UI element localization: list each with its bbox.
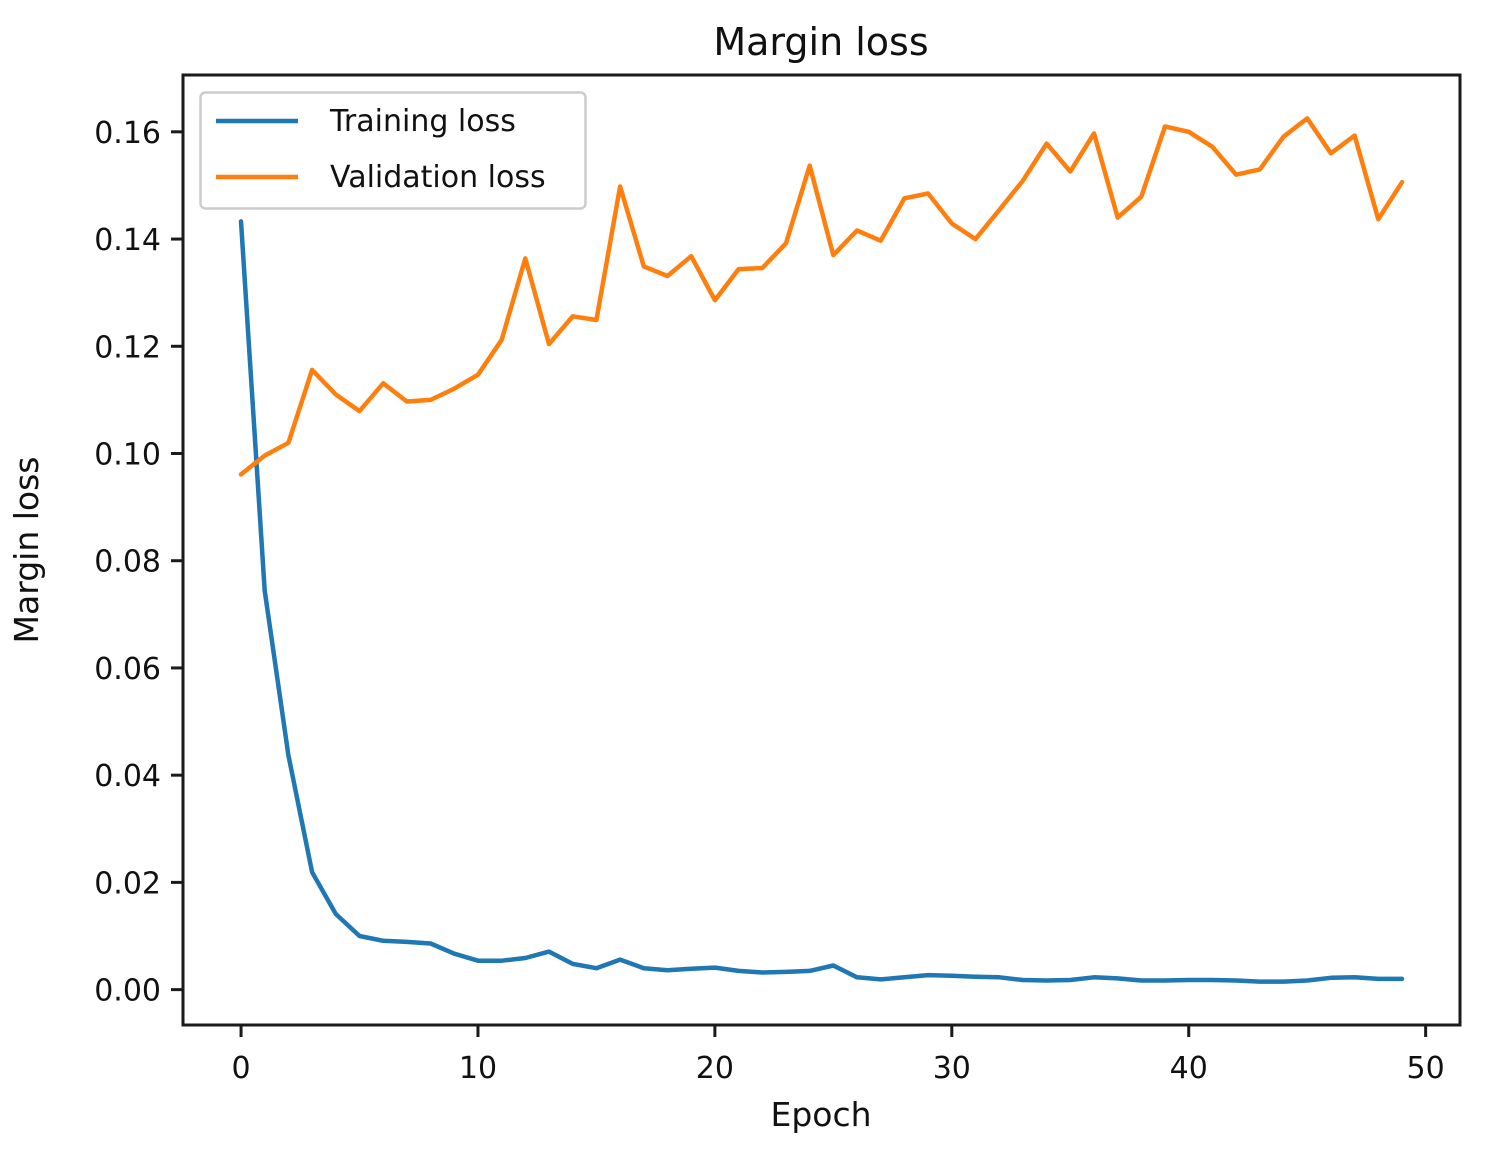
legend-label-validation-loss: Validation loss [330,160,546,195]
x-axis-ticks: 0 10 20 30 40 50 [231,1025,1445,1086]
y-tick-label: 0.00 [94,974,161,1009]
y-tick-label: 0.06 [94,652,161,687]
y-tick-label: 0.10 [94,437,161,472]
series-lines [238,116,1405,984]
x-tick-label: 10 [459,1051,497,1086]
validation-loss-line [238,116,1405,477]
x-axis-label: Epoch [770,1095,871,1134]
x-tick-label: 30 [933,1051,971,1086]
y-tick-label: 0.08 [94,545,161,580]
y-axis-ticks: 0.00 0.02 0.04 0.06 0.08 0.10 0.12 0.14 0.16 [94,116,183,1009]
x-tick-label: 50 [1407,1051,1445,1086]
y-tick-label: 0.16 [94,116,161,151]
x-tick-label: 0 [231,1051,250,1086]
y-tick-label: 0.02 [94,866,161,901]
plot-border [181,73,1462,1027]
training-loss-line [238,219,1405,984]
x-tick-label: 20 [696,1051,734,1086]
y-tick-label: 0.04 [94,759,161,794]
y-axis-label: Margin loss [7,457,46,644]
chart-title: Margin loss [713,20,928,64]
legend: Training loss Validation loss [199,91,587,210]
y-tick-label: 0.14 [94,223,161,258]
legend-label-training-loss: Training loss [329,104,516,139]
x-tick-label: 40 [1170,1051,1208,1086]
y-tick-label: 0.12 [94,330,161,365]
